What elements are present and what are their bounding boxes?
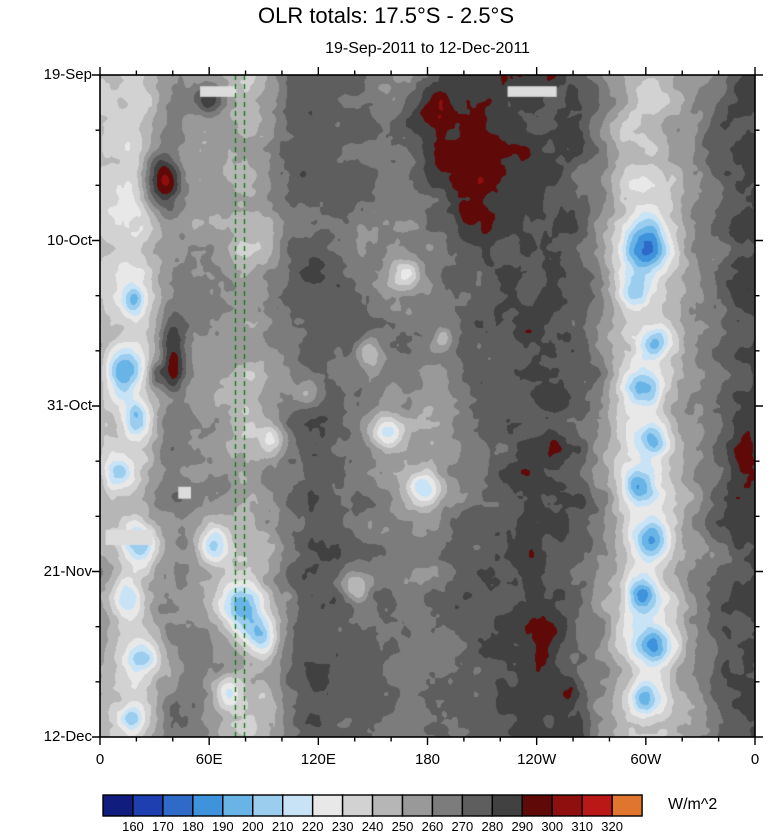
- colorbar-box: [401, 794, 434, 817]
- colorbar-tick-label: 300: [541, 819, 564, 834]
- colorbar-box: [521, 794, 553, 817]
- colorbar-box: [192, 794, 224, 817]
- x-tick-label: 0: [95, 751, 105, 768]
- chart-subtitle: 19-Sep-2011 to 12-Dec-2011: [325, 40, 530, 57]
- colorbar-tick-label: 170: [152, 819, 174, 834]
- colorbar-box: [311, 794, 344, 817]
- colorbar-tick-label: 210: [271, 819, 294, 834]
- colorbar-box: [341, 794, 374, 817]
- colorbar-box: [611, 794, 643, 817]
- colorbar-box: [371, 794, 404, 817]
- x-tick-label: 180: [414, 751, 441, 768]
- colorbar-tick-label: 190: [211, 819, 234, 834]
- heatmap-field: [100, 75, 755, 737]
- colorbar-tick-label: 270: [451, 819, 474, 834]
- y-tick-label: 10-Oct: [46, 231, 92, 249]
- x-tick-label: 0: [750, 751, 760, 768]
- x-tick-label: 120E: [300, 751, 336, 768]
- colorbar-tick-label: 200: [241, 819, 264, 834]
- colorbar-box: [461, 794, 494, 817]
- colorbar-box: [102, 794, 134, 817]
- colorbar-box: [222, 794, 254, 817]
- colorbar-tick-label: 260: [421, 819, 444, 834]
- colorbar-tick-label: 160: [122, 819, 144, 834]
- colorbar-tick-label: 230: [331, 819, 354, 834]
- colorbar-box: [132, 794, 164, 817]
- y-tick-label: 21-Nov: [43, 562, 92, 580]
- colorbar-box: [282, 794, 314, 817]
- chart-title: OLR totals: 17.5°S - 2.5°S: [257, 3, 515, 28]
- y-tick-label: 19-Sep: [43, 66, 92, 83]
- colorbar-tick-label: 290: [511, 819, 534, 834]
- colorbar-tick-label: 180: [181, 819, 204, 834]
- colorbar-tick-label: 240: [361, 819, 384, 834]
- colorbar-box: [581, 794, 613, 817]
- colorbar-tick-label: 310: [571, 819, 594, 834]
- colorbar-units-label: W/m^2: [668, 796, 718, 813]
- colorbar-tick-label: 220: [301, 819, 324, 834]
- x-tick-label: 60W: [630, 751, 662, 768]
- y-tick-label: 31-Oct: [46, 397, 92, 414]
- colorbar-box: [491, 794, 524, 817]
- y-tick-label: 12-Dec: [43, 728, 92, 745]
- colorbar-tick-label: 320: [601, 819, 623, 834]
- colorbar-box: [431, 794, 464, 817]
- x-tick-label: 60E: [195, 751, 223, 768]
- colorbar-tick-label: 280: [481, 819, 504, 834]
- colorbar-box: [162, 794, 194, 817]
- colorbar-tick-label: 250: [391, 819, 414, 834]
- colorbar-box: [551, 794, 583, 817]
- x-tick-label: 120W: [517, 751, 557, 768]
- colorbar-box: [252, 794, 284, 817]
